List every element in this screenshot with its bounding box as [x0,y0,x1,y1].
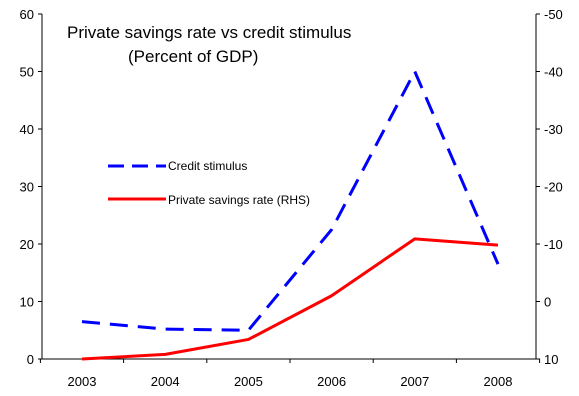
right-tick-label: 10 [544,352,558,367]
plot-area [41,14,537,360]
legend: Credit stimulus Private savings rate (RH… [108,159,310,207]
legend-label-private-savings: Private savings rate (RHS) [168,193,310,207]
x-tick-label: 2005 [234,374,263,389]
x-tick-label: 2007 [400,374,429,389]
left-tick-label: 30 [20,180,34,195]
right-tick-label: 0 [544,295,551,310]
chart-subtitle: (Percent of GDP) [128,47,258,66]
x-tick-label: 2004 [151,374,180,389]
series-layer [81,70,500,361]
series-line-credit-stimulus [81,70,500,332]
left-tick-label: 0 [27,352,34,367]
right-tick-label: -50 [544,7,563,22]
right-tick-label: -30 [544,122,563,137]
left-tick-label: 20 [20,237,34,252]
right-tick-label: -20 [544,180,563,195]
series-line-private-savings [81,237,499,361]
chart-title: Private savings rate vs credit stimulus [67,23,351,42]
right-tick-label: -40 [544,65,563,80]
x-tick-label: 2008 [484,374,513,389]
left-tick-label: 60 [20,7,34,22]
right-axis-ticks: 10 0 -10 -20 -30 -40 -50 [536,7,563,367]
left-tick-label: 10 [20,295,34,310]
legend-label-credit-stimulus: Credit stimulus [168,159,247,173]
left-axis-ticks: 0 10 20 30 40 50 60 [20,7,42,367]
left-tick-label: 40 [20,122,34,137]
x-axis-ticks: 2003 2004 2005 2006 2007 2008 [39,359,541,389]
right-tick-label: -10 [544,237,563,252]
x-tick-label: 2006 [317,374,346,389]
left-tick-label: 50 [20,65,34,80]
x-tick-label: 2003 [68,374,97,389]
